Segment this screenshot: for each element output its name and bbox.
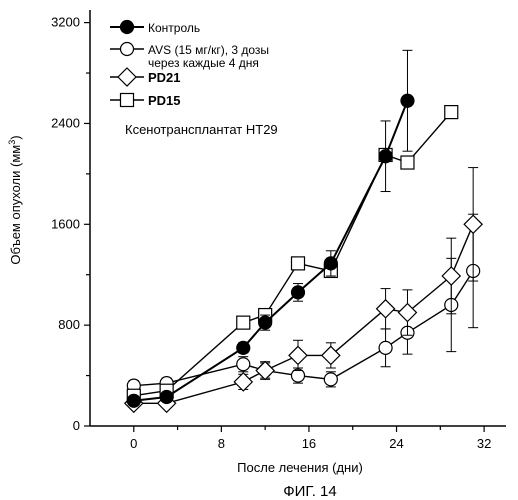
data-point (127, 394, 140, 407)
legend-marker (121, 21, 134, 34)
data-point (160, 391, 173, 404)
legend-label: Контроль (148, 21, 200, 35)
data-point (292, 286, 305, 299)
x-tick-label: 0 (130, 436, 137, 451)
data-point (237, 341, 250, 354)
series-line (134, 101, 408, 401)
y-axis-label-main: Объем опухоли (мм (8, 145, 23, 265)
legend-item: Контроль (110, 21, 200, 36)
legend: Контроль AVS (15 мг/кг), 3 дозычерез кажд… (110, 21, 269, 109)
data-point (464, 215, 482, 233)
data-point (442, 267, 460, 285)
figure-caption: ФИГ. 14 (283, 483, 337, 500)
legend-label: AVS (15 мг/кг), 3 дозы (148, 43, 269, 57)
legend-item: PD21 (110, 68, 181, 86)
x-tick-label: 16 (302, 436, 316, 451)
data-point (292, 257, 305, 270)
data-point (322, 346, 340, 364)
data-point (324, 257, 337, 270)
legend-marker (121, 94, 134, 107)
y-tick-label: 800 (58, 317, 80, 332)
data-point (237, 316, 250, 329)
data-point (377, 300, 395, 318)
y-tick-label: 2400 (51, 115, 80, 130)
x-axis-label: После лечения (дни) (237, 460, 363, 475)
data-point (259, 316, 272, 329)
y-tick-label: 0 (73, 418, 80, 433)
legend-label: через каждые 4 дня (148, 56, 259, 70)
legend-marker (118, 68, 136, 86)
y-axis-label: Объем опухоли (мм3) (7, 135, 23, 264)
legend-label: PD21 (148, 70, 181, 85)
data-point (237, 358, 250, 371)
legend-marker (121, 43, 134, 56)
data-point (401, 94, 414, 107)
x-tick-label: 32 (477, 436, 491, 451)
y-axis-label-tail: ) (8, 135, 23, 139)
data-point (379, 341, 392, 354)
legend-label: PD15 (148, 93, 181, 108)
x-tick-label: 24 (389, 436, 403, 451)
data-point (379, 150, 392, 163)
data-point (289, 346, 307, 364)
data-point (256, 362, 274, 380)
data-point (401, 156, 414, 169)
legend-item: AVS (15 мг/кг), 3 дозычерез каждые 4 дня (110, 43, 269, 71)
data-point (445, 106, 458, 119)
series-circle-open (127, 214, 479, 392)
x-tick-label: 8 (218, 436, 225, 451)
legend-item: PD15 (110, 93, 181, 108)
y-tick-label: 1600 (51, 216, 80, 231)
data-point (398, 304, 416, 322)
data-point (234, 373, 252, 391)
annotation-xenograft: Ксенотрансплантат HT29 (125, 122, 278, 137)
data-point (324, 373, 337, 386)
y-tick-label: 3200 (51, 15, 80, 30)
